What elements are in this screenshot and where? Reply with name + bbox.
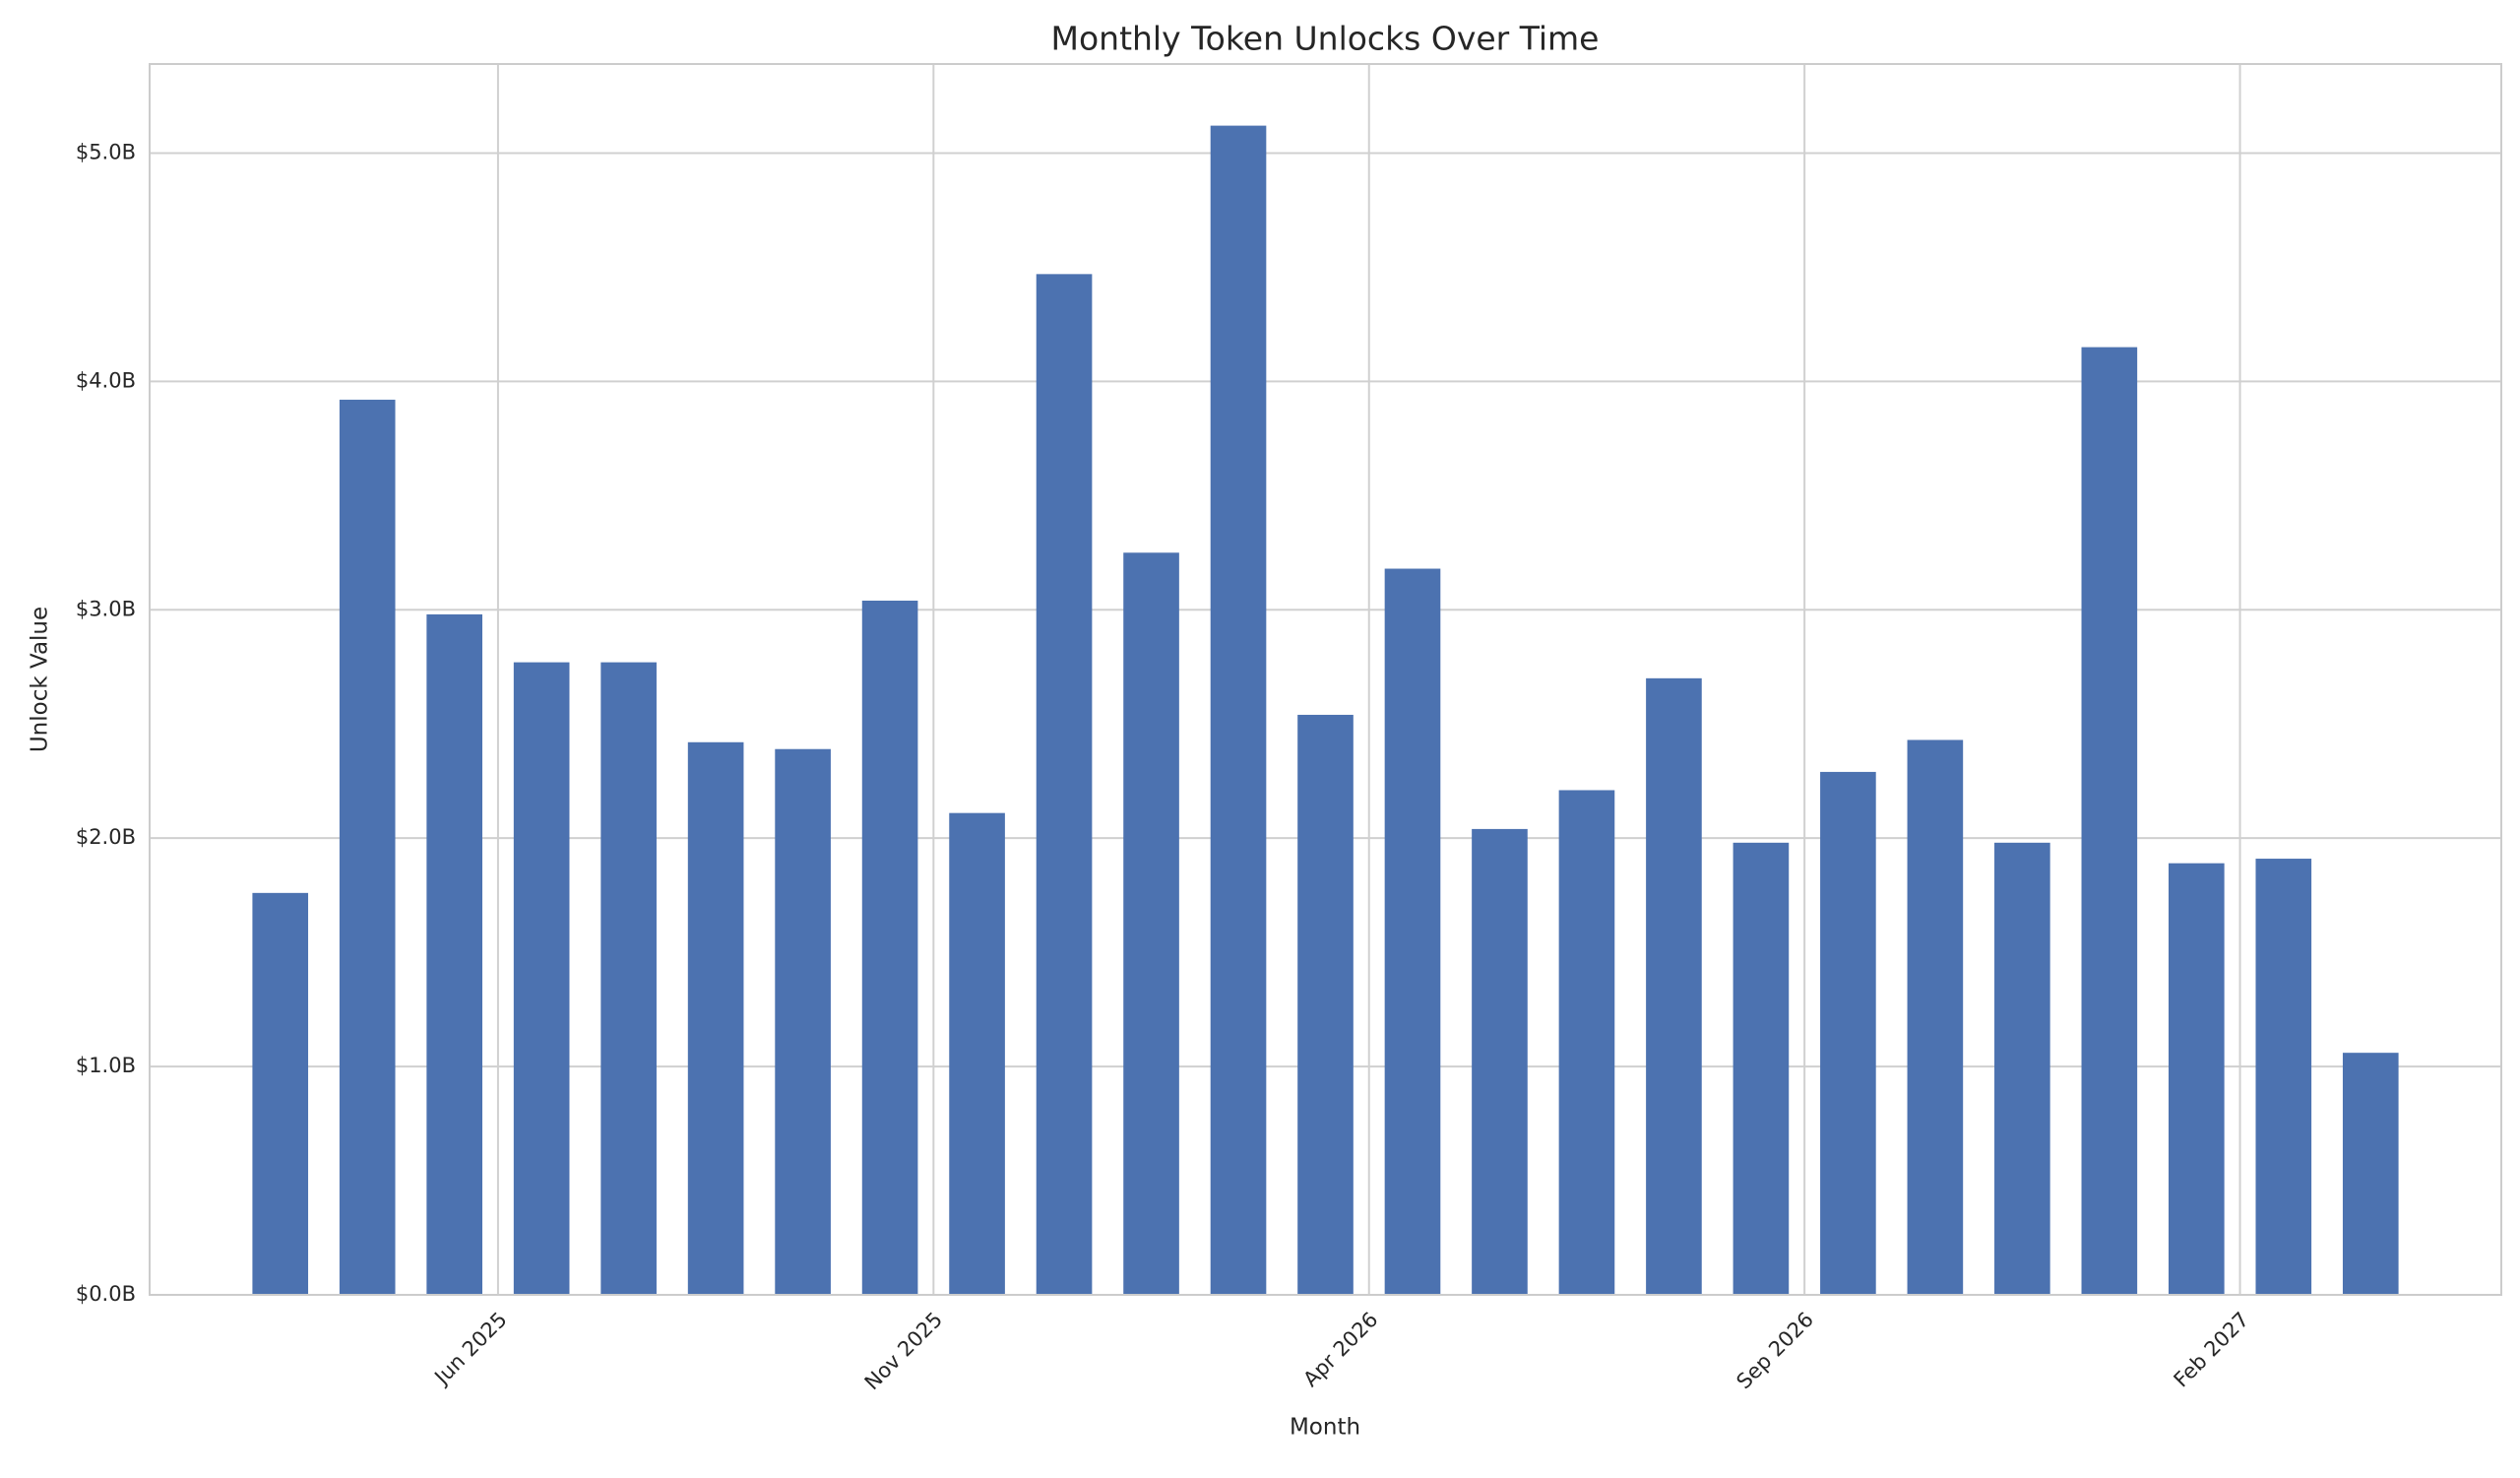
bar	[775, 748, 831, 1295]
bar	[861, 600, 918, 1295]
plot-frame	[149, 63, 2502, 1296]
chart-title: Monthly Token Unlocks Over Time	[1051, 20, 1600, 58]
y-tick-label: $0.0B	[76, 1282, 136, 1306]
bar	[252, 892, 309, 1295]
bar	[1732, 842, 1790, 1295]
bar	[2342, 1053, 2399, 1295]
bar	[1907, 739, 1964, 1295]
bar	[1646, 677, 1702, 1295]
bar	[1820, 771, 1876, 1295]
bar	[687, 741, 744, 1295]
bar	[1036, 274, 1093, 1296]
bar	[2081, 347, 2138, 1295]
bar	[1123, 552, 1179, 1295]
bar	[513, 662, 570, 1295]
bar	[2255, 859, 2312, 1295]
x-tick-label: Feb 2027	[2170, 1308, 2254, 1392]
bar	[1558, 790, 1615, 1295]
y-tick-label: $5.0B	[76, 140, 136, 163]
bar	[1384, 568, 1441, 1295]
y-tick-label: $2.0B	[76, 825, 136, 849]
bar	[949, 812, 1005, 1295]
x-tick-label: Jun 2025	[429, 1308, 512, 1390]
x-tick-label: Sep 2026	[1732, 1308, 1817, 1393]
bar	[1472, 828, 1528, 1295]
bar	[426, 613, 482, 1295]
bar	[2169, 863, 2225, 1295]
bar	[339, 399, 396, 1296]
bar	[600, 662, 657, 1295]
x-axis-label: Month	[1290, 1415, 1360, 1441]
x-tick-label: Nov 2025	[860, 1308, 947, 1394]
bar	[1210, 125, 1267, 1295]
y-axis-label: Unlock Value	[28, 607, 53, 752]
x-tick-label: Apr 2026	[1298, 1308, 1382, 1391]
bar	[1994, 842, 2050, 1295]
y-tick-label: $3.0B	[76, 597, 136, 620]
y-tick-label: $4.0B	[76, 368, 136, 392]
y-tick-label: $1.0B	[76, 1054, 136, 1077]
bar	[1297, 714, 1354, 1295]
